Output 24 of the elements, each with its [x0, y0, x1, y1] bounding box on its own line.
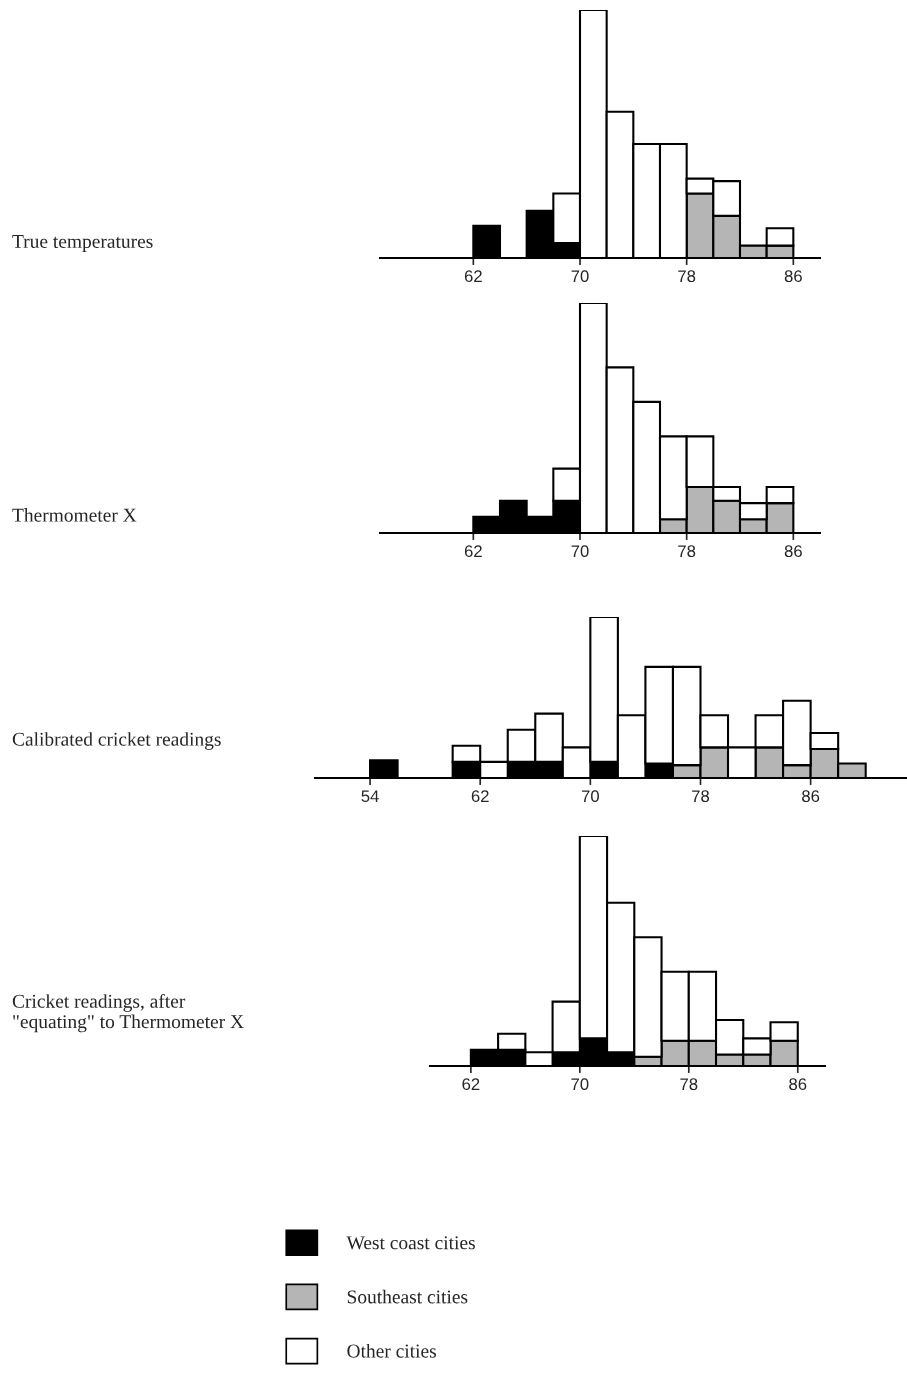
x-tick-label: 86: [789, 1078, 807, 1091]
x-tick-label: 78: [680, 1078, 698, 1091]
x-tick-label: 86: [784, 270, 802, 283]
y-axis-title: Thermometer X: [12, 508, 137, 522]
x-tick-label: 86: [784, 545, 802, 558]
x-tick-label: 70: [571, 545, 589, 558]
x-tick-label: 86: [802, 790, 820, 803]
x-tick-label: 62: [464, 270, 482, 283]
y-axis-title: True temperatures: [12, 235, 153, 252]
legend-label: Southeast cities: [347, 1289, 468, 1304]
x-tick-label: 70: [571, 270, 589, 283]
x-tick-label: 78: [678, 545, 696, 558]
x-tick-label: 70: [581, 790, 599, 803]
x-tick-label: 62: [464, 545, 482, 558]
y-axis-title: Calibrated cricket readings: [12, 732, 221, 750]
x-tick-label: 70: [571, 1078, 589, 1091]
x-tick-label: 62: [471, 790, 489, 803]
y-axis-title: Cricket readings, after "equating" to Thermometer X: [12, 993, 244, 1033]
x-tick-label: 62: [462, 1078, 480, 1091]
legend-label: Other cities: [347, 1343, 436, 1358]
x-tick-label: 78: [678, 270, 696, 283]
x-tick-label: 78: [692, 790, 710, 803]
x-tick-label: 54: [361, 790, 379, 803]
legend-label: West coast cities: [346, 1236, 475, 1250]
